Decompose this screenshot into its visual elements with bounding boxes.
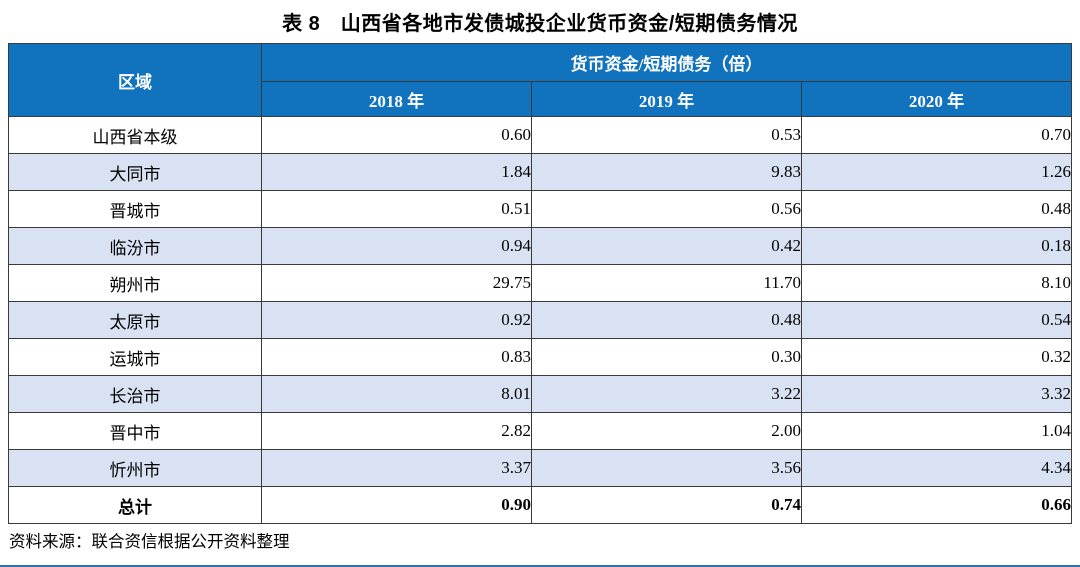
value-cell-2019: 0.53 — [530, 116, 802, 154]
value-cell-2019: 3.22 — [530, 375, 802, 413]
region-cell: 运城市 — [8, 338, 262, 376]
year-header-2019: 2019 年 — [530, 81, 802, 117]
value-cell-2018: 29.75 — [260, 264, 532, 302]
value-cell-2019: 0.74 — [530, 486, 802, 524]
value-cell-2019: 0.42 — [530, 227, 802, 265]
value-cell-2019: 9.83 — [530, 153, 802, 191]
value-cell-2020: 1.04 — [800, 412, 1073, 450]
group-header: 货币资金/短期债务（倍） — [260, 43, 1073, 82]
header-year-row: 2018 年 2019 年 2020 年 — [9, 81, 1073, 117]
region-cell: 临汾市 — [8, 227, 262, 265]
year-header-2018: 2018 年 — [260, 81, 532, 117]
header-group-row: 区域 货币资金/短期债务（倍） — [8, 43, 1073, 117]
table-title: 表 8 山西省各地市发债城投企业货币资金/短期债务情况 — [282, 13, 798, 35]
value-cell-2019: 0.56 — [530, 190, 802, 228]
money-vs-debt-table: 区域 货币资金/短期债务（倍） 2018 年 2019 年 2020 年 山西省… — [8, 43, 1073, 524]
table-row: 太原市 0.92 0.48 0.54 — [8, 301, 1073, 339]
region-cell: 晋中市 — [8, 412, 262, 450]
table-row: 山西省本级 0.60 0.53 0.70 — [8, 116, 1073, 154]
value-cell-2020: 0.66 — [800, 486, 1073, 524]
region-cell: 忻州市 — [8, 449, 262, 487]
region-cell: 晋城市 — [8, 190, 262, 228]
value-cell-2018: 3.37 — [260, 449, 532, 487]
value-cell-2018: 0.94 — [260, 227, 532, 265]
region-cell: 长治市 — [8, 375, 262, 413]
region-cell: 太原市 — [8, 301, 262, 339]
value-cell-2018: 0.60 — [260, 116, 532, 154]
value-cell-2020: 3.32 — [800, 375, 1073, 413]
table-row: 晋城市 0.51 0.56 0.48 — [8, 190, 1073, 228]
value-cell-2020: 4.34 — [800, 449, 1073, 487]
region-cell: 大同市 — [8, 153, 262, 191]
table-row: 晋中市 2.82 2.00 1.04 — [8, 412, 1073, 450]
value-cell-2018: 2.82 — [260, 412, 532, 450]
year-header-2020: 2020 年 — [800, 81, 1073, 117]
value-cell-2019: 11.70 — [530, 264, 802, 302]
value-cell-2018: 8.01 — [260, 375, 532, 413]
table-row: 临汾市 0.94 0.42 0.18 — [8, 227, 1073, 265]
value-cell-2020: 1.26 — [800, 153, 1073, 191]
region-column-header: 区域 — [8, 43, 262, 117]
source-note: 资料来源：联合资信根据公开资料整理 — [9, 532, 290, 551]
value-cell-2019: 0.30 — [530, 338, 802, 376]
value-cell-2020: 8.10 — [800, 264, 1073, 302]
value-cell-2019: 0.48 — [530, 301, 802, 339]
table-row-total: 总计 0.90 0.74 0.66 — [8, 486, 1073, 524]
region-cell: 总计 — [8, 486, 262, 524]
value-cell-2018: 1.84 — [260, 153, 532, 191]
value-cell-2019: 3.56 — [530, 449, 802, 487]
table-row: 运城市 0.83 0.30 0.32 — [8, 338, 1073, 376]
region-cell: 山西省本级 — [8, 116, 262, 154]
value-cell-2018: 0.51 — [260, 190, 532, 228]
table-header: 区域 货币资金/短期债务（倍） 2018 年 2019 年 2020 年 — [8, 43, 1073, 117]
table-row: 长治市 8.01 3.22 3.32 — [8, 375, 1073, 413]
value-cell-2018: 0.90 — [260, 486, 532, 524]
table-row: 朔州市 29.75 11.70 8.10 — [8, 264, 1073, 302]
value-cell-2019: 2.00 — [530, 412, 802, 450]
value-cell-2020: 0.54 — [800, 301, 1073, 339]
region-cell: 朔州市 — [8, 264, 262, 302]
value-cell-2020: 0.32 — [800, 338, 1073, 376]
value-cell-2018: 0.83 — [260, 338, 532, 376]
value-cell-2020: 0.18 — [800, 227, 1073, 265]
table-body: 山西省本级 0.60 0.53 0.70 大同市 1.84 9.83 1.26 … — [8, 116, 1073, 524]
value-cell-2020: 0.48 — [800, 190, 1073, 228]
value-cell-2020: 0.70 — [800, 116, 1073, 154]
table-row: 大同市 1.84 9.83 1.26 — [8, 153, 1073, 191]
value-cell-2018: 0.92 — [260, 301, 532, 339]
table-row: 忻州市 3.37 3.56 4.34 — [8, 449, 1073, 487]
bottom-rule — [0, 565, 1080, 567]
